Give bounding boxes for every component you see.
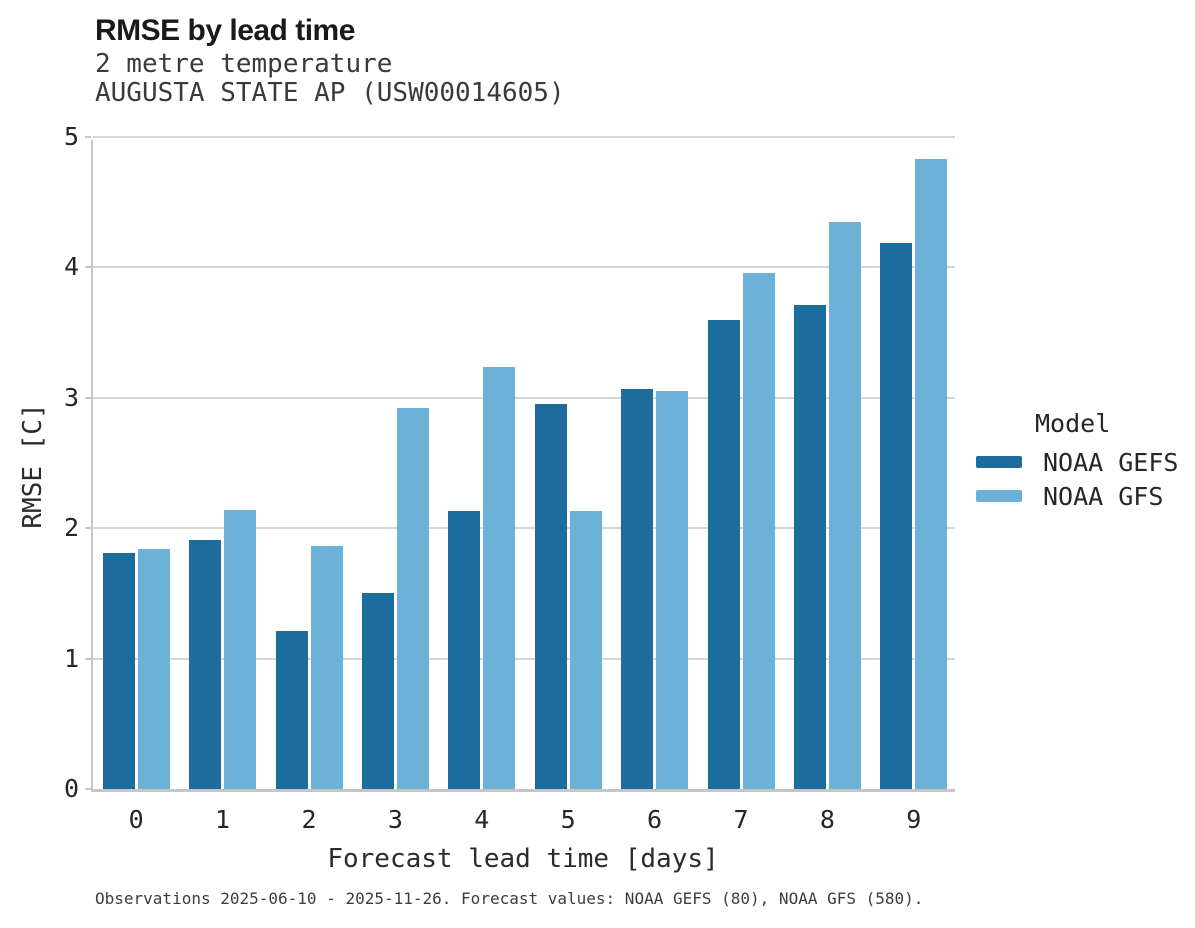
x-tick-label-4: 4 — [474, 805, 490, 834]
y-tick-label-0: 0 — [63, 774, 79, 803]
y-tick-1 — [85, 657, 91, 660]
chart-subtitle-variable: 2 metre temperature — [95, 49, 393, 79]
x-tick-label-6: 6 — [647, 805, 663, 834]
bar-noaa-gefs-lead-7 — [707, 319, 740, 789]
gridline-y-2 — [93, 527, 955, 530]
bar-noaa-gefs-lead-4 — [448, 511, 481, 789]
bar-noaa-gefs-lead-6 — [621, 388, 654, 789]
x-tick-label-8: 8 — [819, 805, 835, 834]
bar-noaa-gfs-lead-9 — [915, 159, 948, 789]
x-tick-label-2: 2 — [301, 805, 317, 834]
bar-noaa-gefs-lead-1 — [189, 539, 222, 789]
bar-noaa-gfs-lead-3 — [396, 408, 429, 789]
gridline-y-1 — [93, 657, 955, 660]
legend: Model NOAA GEFS NOAA GFS — [976, 409, 1195, 511]
bar-noaa-gefs-lead-8 — [793, 305, 826, 789]
bar-noaa-gfs-lead-0 — [137, 549, 170, 789]
y-tick-label-4: 4 — [63, 252, 79, 282]
bar-noaa-gfs-lead-6 — [656, 391, 689, 789]
footnote: Observations 2025-06-10 - 2025-11-26. Fo… — [95, 889, 924, 908]
x-tick-label-0: 0 — [128, 805, 144, 834]
legend-entry-noaa-gefs: NOAA GEFS — [976, 447, 1179, 477]
legend-title: Model — [1035, 409, 1111, 438]
bar-noaa-gfs-lead-8 — [828, 221, 861, 789]
y-tick-3 — [85, 396, 91, 399]
x-tick-label-7: 7 — [733, 805, 749, 834]
bar-noaa-gfs-lead-1 — [224, 509, 257, 789]
y-tick-label-1: 1 — [63, 643, 79, 673]
x-tick-label-1: 1 — [215, 805, 231, 834]
legend-swatch-noaa-gfs — [976, 490, 1022, 502]
bar-noaa-gefs-lead-2 — [275, 631, 308, 789]
y-tick-label-3: 3 — [63, 382, 79, 412]
bar-noaa-gefs-lead-5 — [534, 404, 567, 789]
legend-entry-noaa-gfs: NOAA GFS — [976, 481, 1164, 511]
bar-noaa-gefs-lead-0 — [102, 552, 135, 789]
y-tick-4 — [85, 266, 91, 269]
x-axis-title: Forecast lead time [days] — [327, 844, 719, 874]
y-axis-title: RMSE [C] — [18, 403, 48, 529]
x-tick-label-3: 3 — [387, 805, 403, 834]
legend-label-noaa-gfs: NOAA GFS — [1043, 481, 1164, 511]
bar-noaa-gefs-lead-3 — [361, 593, 394, 789]
legend-swatch-noaa-gefs — [976, 456, 1022, 468]
chart-subtitle-station: AUGUSTA STATE AP (USW00014605) — [95, 78, 565, 108]
y-tick-2 — [85, 527, 91, 530]
gridline-y-5 — [93, 136, 955, 138]
bar-noaa-gfs-lead-7 — [742, 272, 775, 789]
y-tick-0 — [85, 788, 91, 790]
x-tick-label-9: 9 — [906, 805, 922, 834]
y-tick-5 — [85, 136, 91, 138]
bar-noaa-gfs-lead-4 — [483, 366, 516, 789]
plot-area: 0 1 2 3 4 5 0 1 2 3 4 5 6 7 8 9 — [64, 122, 955, 834]
bar-noaa-gfs-lead-2 — [310, 546, 343, 789]
bar-noaa-gfs-lead-5 — [569, 511, 602, 789]
legend-label-noaa-gefs: NOAA GEFS — [1043, 447, 1179, 477]
y-tick-label-2: 2 — [63, 513, 79, 543]
y-tick-label-5: 5 — [63, 122, 79, 151]
gridline-y-3 — [93, 396, 955, 399]
chart-title: RMSE by lead time — [95, 14, 355, 47]
x-tick-label-5: 5 — [560, 805, 576, 834]
bar-noaa-gefs-lead-9 — [880, 242, 913, 789]
gridline-y-4 — [93, 266, 955, 269]
